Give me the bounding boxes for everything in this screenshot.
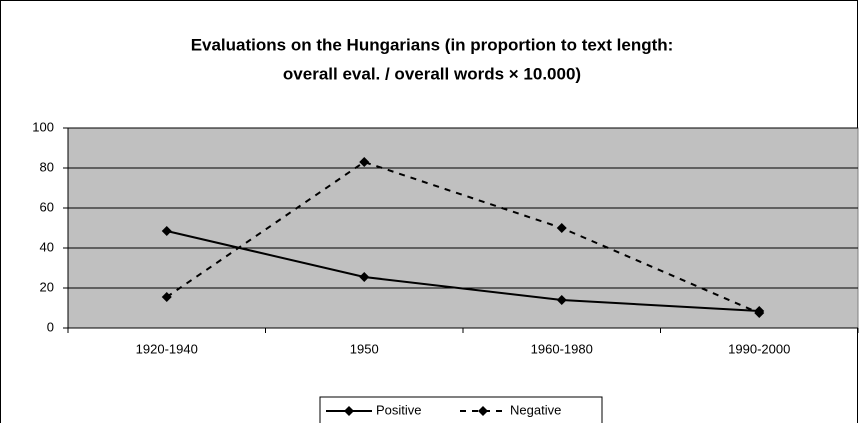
y-tick-label: 100 <box>32 119 54 134</box>
y-tick-label: 40 <box>40 239 54 254</box>
plot-area <box>67 127 859 329</box>
legend-marker <box>478 406 488 416</box>
x-tick-label: 1920-1940 <box>136 341 198 356</box>
x-tick-label: 1950 <box>350 341 379 356</box>
chart-title: overall eval. / overall words × 10.000) <box>283 64 581 83</box>
point-marker <box>161 226 172 236</box>
x-tick-label: 1990-2000 <box>728 341 790 356</box>
point-marker <box>556 295 567 305</box>
y-tick-label: 60 <box>40 199 54 214</box>
point-marker <box>556 223 567 233</box>
chart-title: Evaluations on the Hungarians (in propor… <box>191 35 674 54</box>
series-line <box>166 230 760 312</box>
series-line <box>166 160 760 314</box>
y-tick-label: 20 <box>40 279 54 294</box>
y-tick-label: 0 <box>47 319 54 334</box>
legend-label: Negative <box>510 402 561 417</box>
legend-label: Positive <box>376 402 422 417</box>
x-tick-label: 1960-1980 <box>531 341 593 356</box>
point-marker <box>359 157 370 167</box>
legend-marker <box>344 406 354 416</box>
point-marker <box>359 272 370 282</box>
point-marker <box>754 308 765 318</box>
point-marker <box>161 292 172 302</box>
y-tick-label: 80 <box>40 159 54 174</box>
